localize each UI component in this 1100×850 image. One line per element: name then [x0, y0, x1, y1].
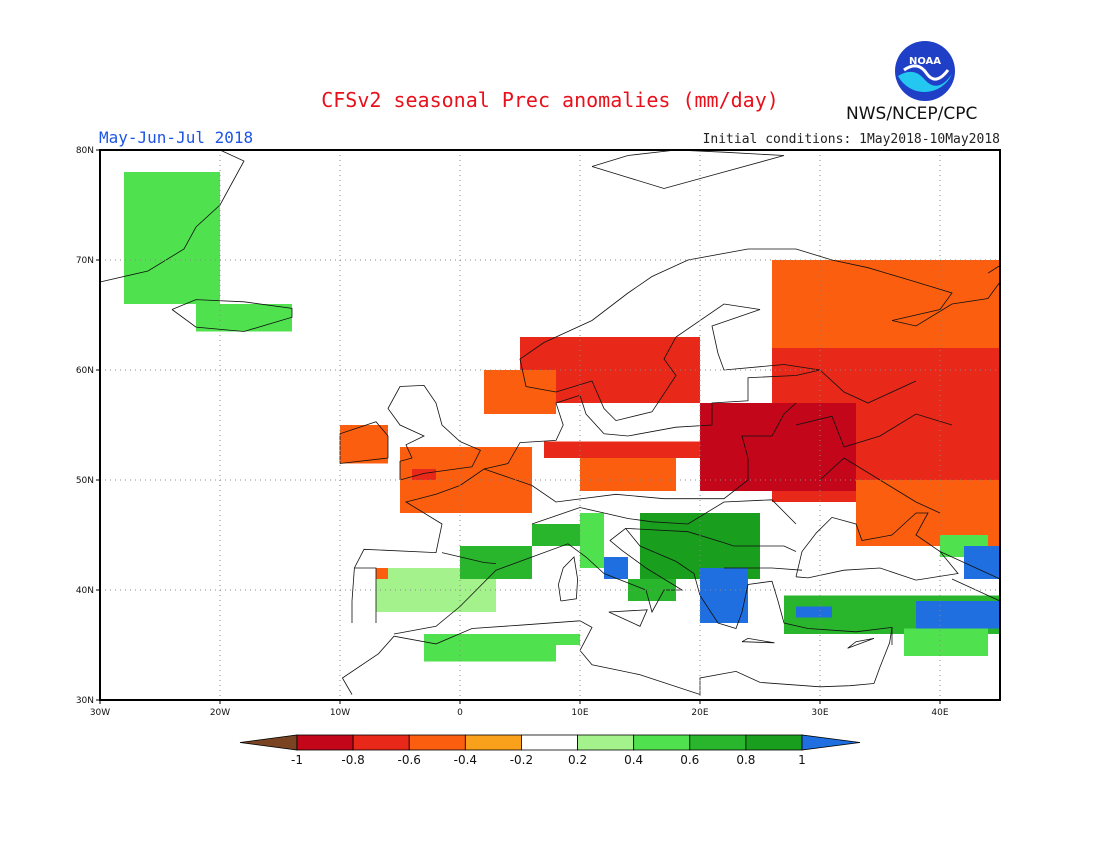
coastline	[99, 149, 245, 283]
coastline	[591, 149, 785, 189]
anomaly-region	[196, 304, 292, 332]
colorbar-box	[521, 734, 578, 751]
anomaly-cells	[124, 172, 1000, 662]
lon-tick-label: 0	[457, 708, 463, 718]
anomaly-cell	[964, 546, 1000, 579]
anomaly-cell	[772, 260, 1000, 348]
anomaly-cell	[580, 513, 604, 568]
anomaly-cell	[796, 606, 832, 618]
agency-label: NWS/NCEP/CPC	[846, 104, 978, 124]
coastline	[724, 567, 803, 571]
coastline	[625, 528, 797, 552]
anomaly-region	[340, 425, 388, 464]
coastlines	[99, 149, 1001, 696]
anomaly-cell	[484, 370, 556, 414]
colorbar-box	[352, 734, 410, 751]
coastline	[873, 627, 893, 684]
coastline	[171, 299, 293, 332]
colorbar-box	[464, 734, 522, 751]
lat-tick-label: 70N	[76, 256, 94, 266]
anomaly-cell	[460, 546, 532, 579]
anomaly-cell	[580, 458, 676, 491]
colorbar-box	[296, 734, 354, 751]
lat-tick-label: 80N	[76, 146, 94, 156]
anomaly-region	[700, 403, 856, 491]
colorbar-arrow-low	[239, 734, 298, 751]
coastline	[608, 609, 648, 627]
coastline	[795, 512, 959, 581]
anomaly-cell	[604, 557, 628, 579]
colorbar-label: -1	[291, 753, 303, 767]
colorbar-label: 0.4	[624, 753, 643, 767]
anomaly-cell	[448, 469, 520, 491]
anomaly-cell	[904, 628, 988, 656]
anomaly-cell	[628, 579, 676, 601]
colorbar-box	[745, 734, 803, 751]
lon-tick-label: 10E	[571, 708, 588, 718]
colorbar-label: -0.6	[398, 753, 421, 767]
coastline	[531, 499, 797, 525]
axis-ticks: 30W 20W 10W 0 10E 20E 30E 40E 80N 70N 60N 50N 40N 30N	[76, 146, 949, 718]
lat-tick-label: 40N	[76, 586, 94, 596]
lon-tick-label: 20W	[210, 708, 230, 718]
logo-text: NOAA	[909, 56, 941, 67]
colorbar-label: 1	[798, 753, 806, 767]
map-frame	[99, 149, 1001, 701]
colorbar-label: -0.4	[454, 753, 477, 767]
anomaly-region	[916, 601, 1000, 629]
coastline	[351, 248, 1001, 623]
colorbar-label: -0.8	[341, 753, 364, 767]
anomaly-cell	[376, 568, 388, 579]
colorbar-arrow-high	[801, 734, 861, 751]
colorbar-box	[408, 734, 466, 751]
lon-tick-label: 30E	[811, 708, 828, 718]
colorbar-box	[689, 734, 747, 751]
colorbar-box	[633, 734, 691, 751]
chart-title: CFSv2 seasonal Prec anomalies (mm/day)	[321, 88, 779, 112]
colorbar: -1 -0.8 -0.6 -0.4 -0.2 0.2 0.4 0.6 0.8 1	[239, 734, 861, 767]
lon-tick-label: 40E	[931, 708, 948, 718]
lon-tick-label: 10W	[330, 708, 350, 718]
colorbar-label: -0.2	[510, 753, 533, 767]
coastline	[847, 638, 875, 649]
coastline	[557, 556, 579, 602]
anomaly-cell	[436, 634, 580, 645]
lat-tick-label: 60N	[76, 366, 94, 376]
anomaly-cell	[412, 469, 436, 480]
noaa-logo-icon: NOAA	[895, 41, 955, 101]
coastline	[741, 637, 775, 644]
coastline	[354, 567, 377, 623]
initial-conditions: Initial conditions: 1May2018-10May2018	[702, 132, 1000, 147]
coastline	[819, 369, 917, 404]
anomaly-cell	[544, 441, 700, 458]
lat-tick-label: 50N	[76, 476, 94, 486]
coastline	[387, 384, 481, 481]
coastline	[939, 551, 1001, 580]
coastline	[987, 265, 1001, 274]
lon-tick-label: 20E	[691, 708, 708, 718]
coastline	[441, 552, 497, 564]
forecast-period: May-Jun-Jul 2018	[99, 128, 254, 147]
anomaly-region	[700, 568, 748, 623]
colorbar-label: 0.8	[736, 753, 755, 767]
lon-tick-label: 30W	[90, 708, 110, 718]
coastline	[339, 421, 389, 464]
coastline	[483, 402, 797, 503]
gridlines	[100, 150, 1000, 700]
anomaly-region	[124, 172, 220, 304]
colorbar-label: 0.2	[568, 753, 587, 767]
lat-tick-label: 30N	[76, 696, 94, 706]
colorbar-box	[577, 734, 635, 751]
colorbar-label: 0.6	[680, 753, 699, 767]
coastline	[795, 413, 953, 448]
coastline	[951, 578, 1001, 602]
